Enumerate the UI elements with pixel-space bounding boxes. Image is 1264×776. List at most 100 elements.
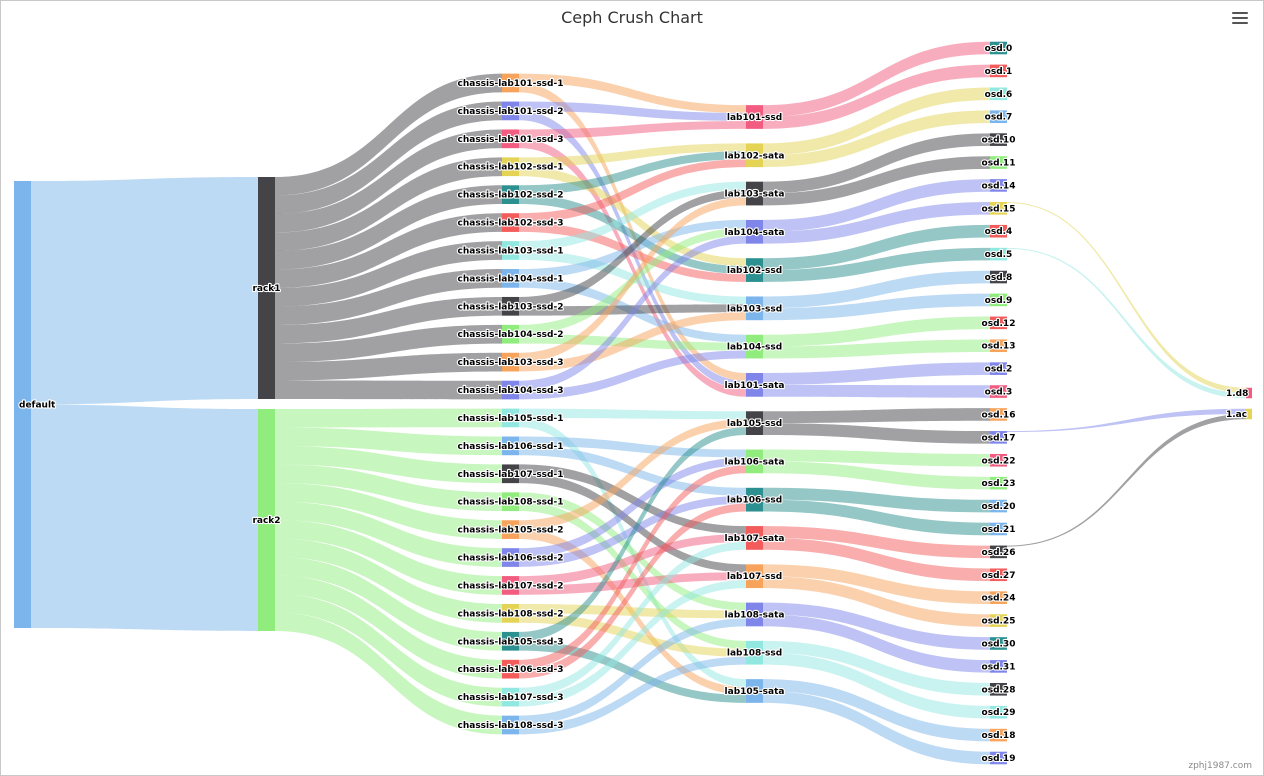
link-lab104-sata-to-osd-15[interactable] <box>763 202 990 244</box>
node-osd-18[interactable] <box>990 728 1007 742</box>
node-chassis-lab108-ssd-3[interactable] <box>502 715 519 735</box>
link-chassis-lab101-ssd-3-to-lab101-sata[interactable] <box>519 138 746 397</box>
link-rack2-to-chassis-lab107-ssd-3[interactable] <box>275 594 502 707</box>
node-osd-4[interactable] <box>990 224 1007 238</box>
link-default-to-rack1[interactable] <box>31 177 258 405</box>
node-osd-25[interactable] <box>990 614 1007 627</box>
hamburger-menu-icon[interactable] <box>1232 12 1248 26</box>
link-lab103-ssd-to-osd-9[interactable] <box>763 293 990 321</box>
node-rack1[interactable] <box>258 177 275 399</box>
node-osd-17[interactable] <box>990 431 1007 444</box>
link-lab106-ssd-to-osd-20[interactable] <box>763 487 990 513</box>
link-rack1-to-chassis-lab104-ssd-2[interactable] <box>275 324 502 362</box>
node-chassis-lab107-ssd-2[interactable] <box>502 576 519 595</box>
node-osd-30[interactable] <box>990 637 1007 650</box>
link-chassis-lab105-ssd-3-to-lab105-ssd[interactable] <box>519 427 746 642</box>
link-chassis-lab104-ssd-3-to-lab104-sata[interactable] <box>519 235 746 391</box>
link-chassis-lab105-ssd-1-to-lab105-ssd[interactable] <box>519 408 746 420</box>
link-chassis-lab106-ssd-3-to-lab106-ssd[interactable] <box>519 503 746 679</box>
link-lab108-ssd-to-osd-29[interactable] <box>763 652 990 719</box>
link-lab104-ssd-to-osd-12[interactable] <box>763 316 990 347</box>
link-rack2-to-chassis-lab107-ssd-2[interactable] <box>275 520 502 595</box>
node-lab104-sata[interactable] <box>746 219 763 244</box>
node-lab104-ssd[interactable] <box>746 334 763 359</box>
node-lab106-sata[interactable] <box>746 449 763 474</box>
link-chassis-lab104-ssd-3-to-lab104-ssd[interactable] <box>519 350 746 400</box>
node-lab106-ssd[interactable] <box>746 487 763 512</box>
link-lab108-ssd-to-osd-28[interactable] <box>763 640 990 696</box>
link-lab101-sata-to-osd-2[interactable] <box>763 362 990 385</box>
node-osd-16[interactable] <box>990 408 1007 421</box>
node-osd-20[interactable] <box>990 499 1007 513</box>
link-chassis-lab103-ssd-1-to-lab103-sata[interactable] <box>519 181 746 251</box>
link-rack2-to-chassis-lab108-ssd-2[interactable] <box>275 538 502 623</box>
link-lab105-sata-to-osd-18[interactable] <box>763 679 990 742</box>
link-chassis-lab108-ssd-2-to-lab108-ssd[interactable] <box>519 613 746 657</box>
node-lab107-sata[interactable] <box>746 526 763 550</box>
link-lab103-sata-to-osd-11[interactable] <box>763 156 990 206</box>
link-chassis-lab108-ssd-3-to-lab108-sata[interactable] <box>519 618 746 725</box>
node-osd-6[interactable] <box>990 87 1007 101</box>
link-lab107-sata-to-osd-26[interactable] <box>763 526 990 559</box>
node-chassis-lab101-ssd-1[interactable] <box>502 73 519 93</box>
node-lab108-sata[interactable] <box>746 602 763 627</box>
link-lab107-sata-to-osd-27[interactable] <box>763 537 990 582</box>
node-osd-15[interactable] <box>990 202 1007 215</box>
link-rack2-to-chassis-lab105-ssd-1[interactable] <box>275 408 502 428</box>
link-lab103-sata-to-osd-10[interactable] <box>763 133 990 194</box>
node-chassis-lab108-ssd-1[interactable] <box>502 492 519 512</box>
node-lab103-ssd[interactable] <box>746 296 763 321</box>
link-chassis-lab103-ssd-2-to-lab103-sata[interactable] <box>519 189 746 307</box>
link-lab101-ssd-to-osd-0[interactable] <box>763 41 990 117</box>
node-lab101-sata[interactable] <box>746 373 763 397</box>
node-chassis-lab108-ssd-2[interactable] <box>502 603 519 623</box>
link-lab102-ssd-to-osd-5[interactable] <box>763 247 990 282</box>
node-osd-0[interactable] <box>990 41 1007 55</box>
link-rack2-to-chassis-lab105-ssd-2[interactable] <box>275 483 502 539</box>
node-chassis-lab102-ssd-1[interactable] <box>502 157 519 177</box>
node-osd-11[interactable] <box>990 156 1007 169</box>
link-chassis-lab108-ssd-2-to-lab108-sata[interactable] <box>519 603 746 619</box>
link-chassis-lab107-ssd-2-to-lab107-ssd[interactable] <box>519 572 746 595</box>
node-1-ac[interactable] <box>1246 408 1252 420</box>
link-rack2-to-chassis-lab108-ssd-3[interactable] <box>275 612 502 735</box>
node-chassis-lab105-ssd-2[interactable] <box>502 520 519 539</box>
node-chassis-lab107-ssd-3[interactable] <box>502 687 519 707</box>
link-rack1-to-chassis-lab104-ssd-1[interactable] <box>275 269 502 325</box>
node-osd-9[interactable] <box>990 293 1007 307</box>
link-rack1-to-chassis-lab101-ssd-2[interactable] <box>275 101 502 214</box>
node-osd-31[interactable] <box>990 660 1007 673</box>
link-osd-17-to-1-ac[interactable] <box>1007 408 1246 433</box>
node-osd-5[interactable] <box>990 247 1007 261</box>
link-lab107-ssd-to-osd-25[interactable] <box>763 576 990 627</box>
node-chassis-lab104-ssd-1[interactable] <box>502 269 519 288</box>
link-lab102-sata-to-osd-7[interactable] <box>763 110 990 168</box>
link-rack2-to-chassis-lab106-ssd-1[interactable] <box>275 427 502 456</box>
link-rack1-to-chassis-lab101-ssd-1[interactable] <box>275 73 502 196</box>
link-chassis-lab108-ssd-3-to-lab108-ssd[interactable] <box>519 656 746 735</box>
node-lab107-ssd[interactable] <box>746 564 763 589</box>
link-lab102-ssd-to-osd-4[interactable] <box>763 224 990 271</box>
credits-link[interactable]: zphj1987.com <box>1188 761 1252 771</box>
link-chassis-lab107-ssd-1-to-lab107-sata[interactable] <box>519 464 746 534</box>
node-chassis-lab106-ssd-3[interactable] <box>502 659 519 679</box>
node-osd-22[interactable] <box>990 453 1007 467</box>
link-chassis-lab101-ssd-1-to-lab101-ssd[interactable] <box>519 73 746 114</box>
link-chassis-lab107-ssd-3-to-lab107-ssd[interactable] <box>519 580 746 707</box>
node-chassis-lab105-ssd-1[interactable] <box>502 408 519 428</box>
node-osd-2[interactable] <box>990 362 1007 375</box>
node-osd-14[interactable] <box>990 179 1007 192</box>
link-chassis-lab103-ssd-3-to-lab103-ssd[interactable] <box>519 312 746 372</box>
node-chassis-lab106-ssd-1[interactable] <box>502 436 519 456</box>
link-chassis-lab105-ssd-2-to-lab105-ssd[interactable] <box>519 419 746 530</box>
node-osd-7[interactable] <box>990 110 1007 124</box>
link-rack2-to-chassis-lab108-ssd-1[interactable] <box>275 464 502 512</box>
node-default[interactable] <box>14 181 31 628</box>
node-osd-1[interactable] <box>990 64 1007 78</box>
node-lab105-ssd[interactable] <box>746 411 763 435</box>
node-lab103-sata[interactable] <box>746 181 763 206</box>
link-chassis-lab108-ssd-1-to-lab108-sata[interactable] <box>519 492 746 611</box>
node-osd-24[interactable] <box>990 591 1007 604</box>
link-lab105-ssd-to-osd-16[interactable] <box>763 408 990 424</box>
node-osd-21[interactable] <box>990 522 1007 536</box>
